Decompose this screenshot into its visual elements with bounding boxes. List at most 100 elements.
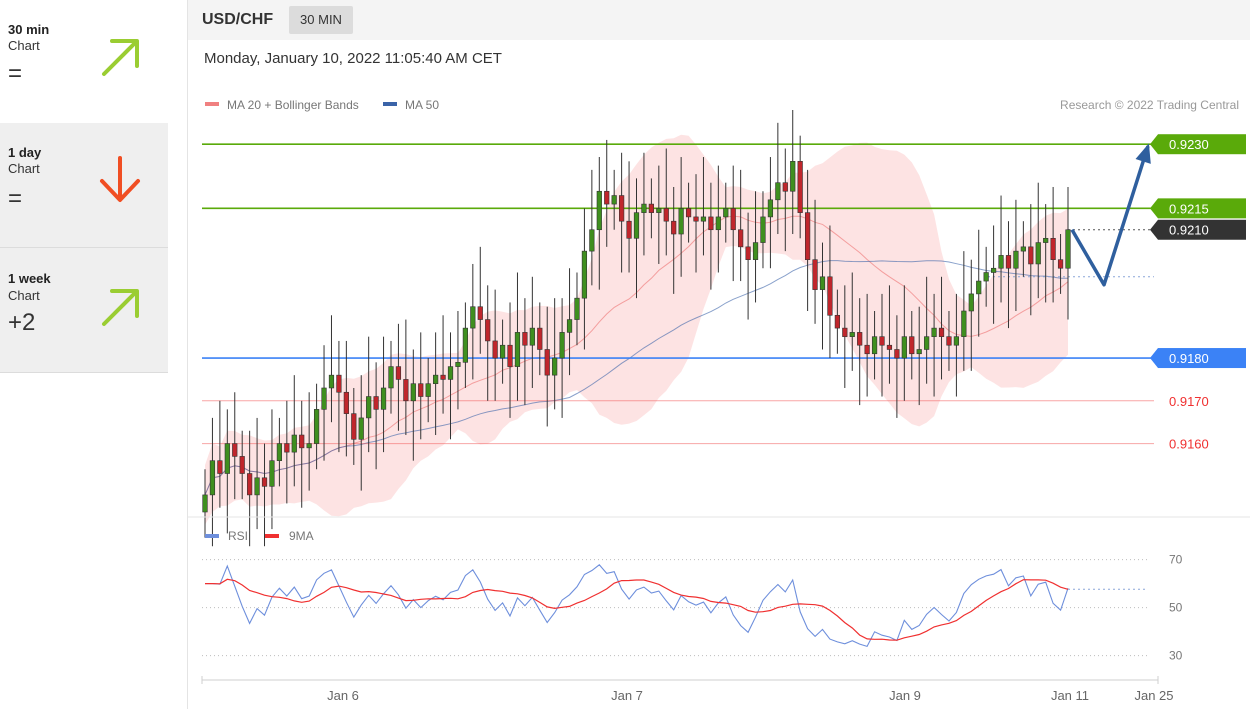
legend-swatch-9ma [265, 534, 279, 538]
candle-up [819, 276, 826, 290]
timeframe-score: +2 [8, 309, 36, 336]
ma50-line [204, 260, 1069, 496]
candle-down [395, 366, 402, 380]
price-chart[interactable]: MA 20 + Bollinger Bands MA 50 Research ©… [188, 0, 1250, 709]
timeframe-card-30min[interactable]: 30 min Chart = [0, 0, 168, 125]
x-tick-label: Jan 7 [611, 688, 643, 703]
candle-up [224, 443, 230, 474]
candle-down [299, 434, 305, 449]
candle-up [775, 182, 781, 201]
chart-datetime: Monday, January 10, 2022 11:05:40 AM CET [204, 50, 502, 67]
candle-up [976, 280, 982, 295]
candle-down [403, 379, 409, 402]
timeframe-label: 1 week [8, 271, 51, 286]
candle-up [998, 255, 1004, 269]
level-badge [1158, 134, 1246, 155]
level-badge-tip [1150, 198, 1158, 219]
candle-up [321, 387, 327, 410]
candle-up [366, 396, 372, 419]
timeframe-card-1day[interactable]: 1 day Chart = [0, 123, 168, 248]
candle-down [938, 327, 945, 337]
timeframe-sub: Chart [8, 288, 40, 303]
candle-up [752, 242, 759, 260]
price-levels [202, 143, 1154, 445]
level-badge [1158, 219, 1246, 240]
x-tick-label: Jan 9 [889, 688, 921, 703]
rsi-level-label: 50 [1169, 601, 1183, 615]
candle-down [864, 344, 870, 355]
candle-up [767, 199, 774, 218]
timeframe-card-1week[interactable]: 1 week Chart +2 [0, 248, 168, 373]
candle-down [343, 391, 349, 414]
scenario-path [1070, 143, 1151, 287]
candle-up [470, 306, 476, 329]
candle-up [313, 409, 320, 444]
candle-up [790, 161, 796, 192]
candle-down [492, 340, 498, 359]
level-labels: 0.9230 0.9215 0.9210 0.9180 0.9170 0.9160 [1150, 134, 1246, 452]
candle-down [812, 259, 818, 290]
candle-up [1035, 242, 1041, 265]
candle-down [738, 229, 744, 248]
candle-up [269, 460, 275, 487]
legend-swatch-ma20 [205, 102, 219, 106]
candle-down [1057, 259, 1064, 269]
candle-down [507, 344, 513, 367]
legend-ma50: MA 50 [405, 98, 439, 112]
copyright: Research © 2022 Trading Central [1060, 98, 1239, 112]
candle-up [447, 366, 454, 380]
legend-rsi: RSI [228, 529, 248, 543]
scenario-arrow-path [1070, 145, 1150, 287]
candle-up [254, 477, 260, 496]
candle-up [656, 208, 662, 213]
chart-header: USD/CHF 30 MIN [188, 0, 1250, 40]
arrow-up-right-icon [102, 289, 139, 326]
candle-down [537, 327, 543, 350]
candle-up [871, 336, 878, 355]
candle-up [514, 332, 521, 367]
rsi-ma-line [205, 578, 1069, 641]
candle-down [604, 190, 610, 205]
legend-ma20: MA 20 + Bollinger Bands [227, 98, 359, 112]
candle-up [1013, 250, 1019, 269]
candle-up [433, 374, 439, 385]
candle-down [663, 208, 669, 222]
timeframe-sidebar: 30 min Chart = 1 day Chart = 1 week Char… [0, 0, 168, 709]
candle-up [1065, 229, 1071, 269]
candles [202, 110, 1071, 547]
candle-up [209, 460, 216, 496]
candle-up [641, 203, 647, 213]
candle-up [1043, 237, 1049, 243]
candle-up [931, 327, 937, 337]
candle-up [380, 387, 387, 410]
level-badge-tip [1150, 348, 1158, 369]
candle-up [1020, 246, 1026, 252]
candle-down [827, 276, 833, 316]
candle-up [202, 494, 208, 513]
candle-up [410, 383, 416, 402]
candle-down [247, 473, 253, 496]
timeframe-label: 1 day [8, 145, 42, 160]
candle-down [685, 208, 692, 218]
candle-up [455, 362, 461, 367]
candle-down [730, 208, 736, 231]
candle-up [678, 208, 684, 235]
candle-up [425, 383, 431, 397]
candle-up [901, 336, 907, 359]
candle-down [477, 306, 483, 320]
timeframe-badge[interactable]: 30 MIN [289, 6, 353, 34]
x-tick-label: Jan 11 [1051, 688, 1089, 703]
candle-down [671, 220, 677, 235]
candle-up [983, 272, 989, 282]
candle-up [291, 434, 297, 453]
candle-up [849, 332, 855, 337]
candle-up [328, 374, 335, 389]
candle-down [522, 332, 528, 346]
candle-down [1050, 237, 1056, 260]
candle-up [499, 344, 506, 359]
candle-down [1005, 255, 1012, 269]
candle-up [566, 319, 573, 333]
candle-down [232, 443, 238, 457]
candle-down [886, 344, 893, 350]
candle-down [485, 319, 491, 342]
